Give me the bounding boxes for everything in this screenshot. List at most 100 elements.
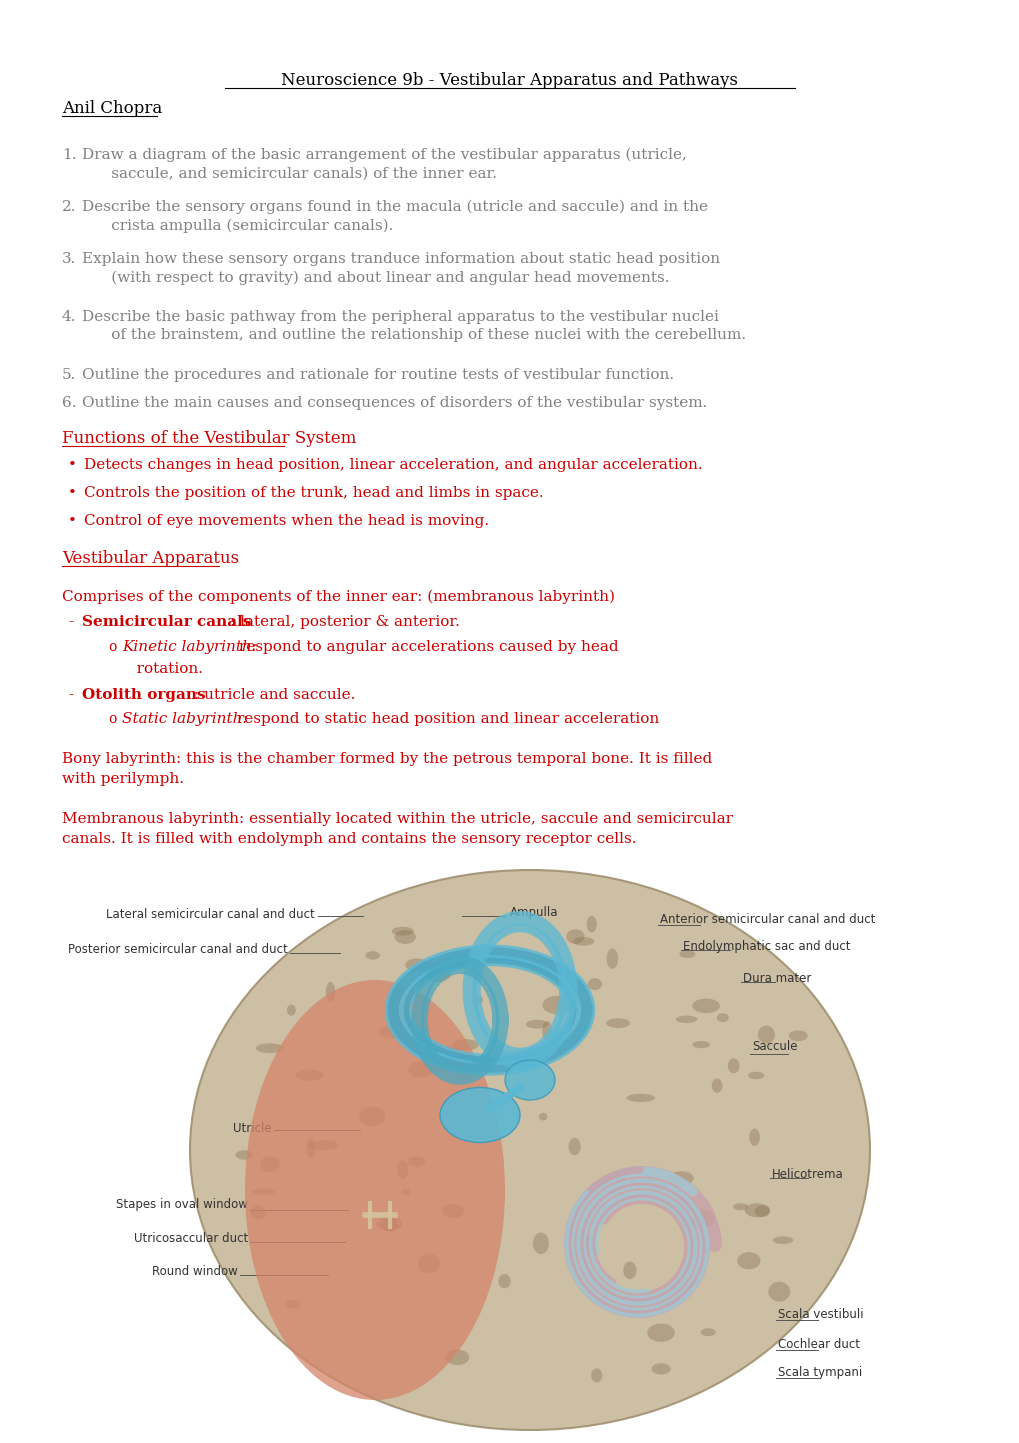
Ellipse shape <box>716 1013 729 1022</box>
Ellipse shape <box>700 1329 715 1336</box>
Ellipse shape <box>435 1046 461 1065</box>
Ellipse shape <box>235 1150 253 1160</box>
Text: Explain how these sensory organs tranduce information about static head position: Explain how these sensory organs tranduc… <box>82 253 719 284</box>
Ellipse shape <box>306 1137 315 1159</box>
Text: 4.: 4. <box>62 310 76 325</box>
Ellipse shape <box>623 1261 636 1278</box>
Ellipse shape <box>284 1300 300 1309</box>
Text: rotation.: rotation. <box>122 662 203 675</box>
Text: Round window: Round window <box>152 1266 237 1278</box>
Text: •: • <box>68 514 76 528</box>
Text: Anterior semicircular canal and duct: Anterior semicircular canal and duct <box>659 913 874 926</box>
Text: Describe the sensory organs found in the macula (utricle and saccule) and in the: Describe the sensory organs found in the… <box>82 201 707 234</box>
Text: 1.: 1. <box>62 149 76 162</box>
Ellipse shape <box>451 1039 478 1051</box>
Ellipse shape <box>542 1022 551 1042</box>
Text: Utricosaccular duct: Utricosaccular duct <box>133 1232 248 1245</box>
Ellipse shape <box>754 1205 769 1216</box>
Ellipse shape <box>615 1176 626 1188</box>
Text: Lateral semicircular canal and duct: Lateral semicircular canal and duct <box>106 908 315 921</box>
Ellipse shape <box>294 1069 324 1081</box>
Ellipse shape <box>439 1088 520 1143</box>
Ellipse shape <box>542 996 572 1014</box>
Ellipse shape <box>573 937 594 945</box>
Text: Draw a diagram of the basic arrangement of the vestibular apparatus (utricle,
  : Draw a diagram of the basic arrangement … <box>82 149 686 180</box>
Text: o: o <box>108 711 116 726</box>
Ellipse shape <box>767 1281 790 1302</box>
Text: Outline the main causes and consequences of disorders of the vestibular system.: Outline the main causes and consequences… <box>82 395 707 410</box>
Text: Stapes in oval window: Stapes in oval window <box>116 1198 248 1211</box>
Ellipse shape <box>568 1137 580 1156</box>
Ellipse shape <box>325 981 335 1001</box>
Ellipse shape <box>728 1058 739 1074</box>
Ellipse shape <box>733 1203 748 1211</box>
Ellipse shape <box>749 1128 759 1146</box>
Ellipse shape <box>376 1216 403 1231</box>
Text: Membranous labyrinth: essentially located within the utricle, saccule and semici: Membranous labyrinth: essentially locate… <box>62 812 733 846</box>
Ellipse shape <box>504 1061 554 1100</box>
Text: Neuroscience 9b - Vestibular Apparatus and Pathways: Neuroscience 9b - Vestibular Apparatus a… <box>281 72 738 89</box>
Text: Outline the procedures and rationale for routine tests of vestibular function.: Outline the procedures and rationale for… <box>82 368 674 382</box>
Ellipse shape <box>737 1253 760 1270</box>
Ellipse shape <box>757 1026 774 1043</box>
Ellipse shape <box>747 1072 763 1079</box>
Ellipse shape <box>679 949 695 958</box>
Ellipse shape <box>359 1107 385 1127</box>
Text: Scala tympani: Scala tympani <box>777 1367 861 1380</box>
Ellipse shape <box>691 1209 714 1228</box>
Text: Functions of the Vestibular System: Functions of the Vestibular System <box>62 430 356 447</box>
Text: Posterior semicircular canal and duct: Posterior semicircular canal and duct <box>68 942 287 957</box>
Text: o: o <box>108 641 116 654</box>
Ellipse shape <box>391 926 414 935</box>
Ellipse shape <box>675 1016 697 1023</box>
Ellipse shape <box>401 1189 410 1195</box>
Text: : utricle and saccule.: : utricle and saccule. <box>194 688 355 701</box>
Text: respond to angular accelerations caused by head: respond to angular accelerations caused … <box>233 641 618 654</box>
Text: Helicotrema: Helicotrema <box>771 1167 843 1180</box>
Ellipse shape <box>286 1004 296 1016</box>
Ellipse shape <box>397 1160 408 1179</box>
Ellipse shape <box>442 1203 464 1218</box>
Ellipse shape <box>626 1094 654 1102</box>
Ellipse shape <box>260 1156 279 1173</box>
Ellipse shape <box>668 1172 693 1185</box>
Ellipse shape <box>444 1349 469 1365</box>
Text: respond to static head position and linear acceleration: respond to static head position and line… <box>231 711 658 726</box>
Text: Anil Chopra: Anil Chopra <box>62 100 162 117</box>
Text: Vestibular Apparatus: Vestibular Apparatus <box>62 550 238 567</box>
Text: Comprises of the components of the inner ear: (membranous labyrinth): Comprises of the components of the inner… <box>62 590 614 605</box>
Text: : lateral, posterior & anterior.: : lateral, posterior & anterior. <box>229 615 460 629</box>
Ellipse shape <box>526 1020 547 1029</box>
Text: Endolymphatic sac and duct: Endolymphatic sac and duct <box>683 939 850 952</box>
Text: •: • <box>68 486 76 501</box>
Text: Ampulla: Ampulla <box>510 906 558 919</box>
Text: Control of eye movements when the head is moving.: Control of eye movements when the head i… <box>84 514 489 528</box>
Ellipse shape <box>532 1232 548 1254</box>
Ellipse shape <box>744 1203 769 1218</box>
Ellipse shape <box>417 1254 439 1273</box>
Text: 2.: 2. <box>62 201 76 214</box>
Ellipse shape <box>788 1030 807 1042</box>
Ellipse shape <box>252 1189 275 1195</box>
Ellipse shape <box>591 1368 601 1382</box>
Text: Semicircular canals: Semicircular canals <box>82 615 252 629</box>
Text: Otolith organs: Otolith organs <box>82 688 206 701</box>
Ellipse shape <box>471 994 482 1004</box>
Text: Scala vestibuli: Scala vestibuli <box>777 1307 863 1320</box>
Ellipse shape <box>566 929 584 944</box>
Text: Controls the position of the trunk, head and limbs in space.: Controls the position of the trunk, head… <box>84 486 543 501</box>
Ellipse shape <box>651 1364 671 1375</box>
Text: Detects changes in head position, linear acceleration, and angular acceleration.: Detects changes in head position, linear… <box>84 457 702 472</box>
Text: Dura mater: Dura mater <box>742 973 810 986</box>
Text: -: - <box>68 688 73 701</box>
Ellipse shape <box>586 916 596 932</box>
Text: Cochlear duct: Cochlear duct <box>777 1338 859 1351</box>
Ellipse shape <box>538 1113 547 1121</box>
Text: Bony labyrinth: this is the chamber formed by the petrous temporal bone. It is f: Bony labyrinth: this is the chamber form… <box>62 752 711 785</box>
Ellipse shape <box>647 1323 675 1342</box>
Text: Kinetic labyrinth:: Kinetic labyrinth: <box>122 641 257 654</box>
Ellipse shape <box>309 1140 338 1150</box>
Text: Static labyrinth:: Static labyrinth: <box>122 711 248 726</box>
Ellipse shape <box>405 958 428 971</box>
Text: 3.: 3. <box>62 253 76 266</box>
